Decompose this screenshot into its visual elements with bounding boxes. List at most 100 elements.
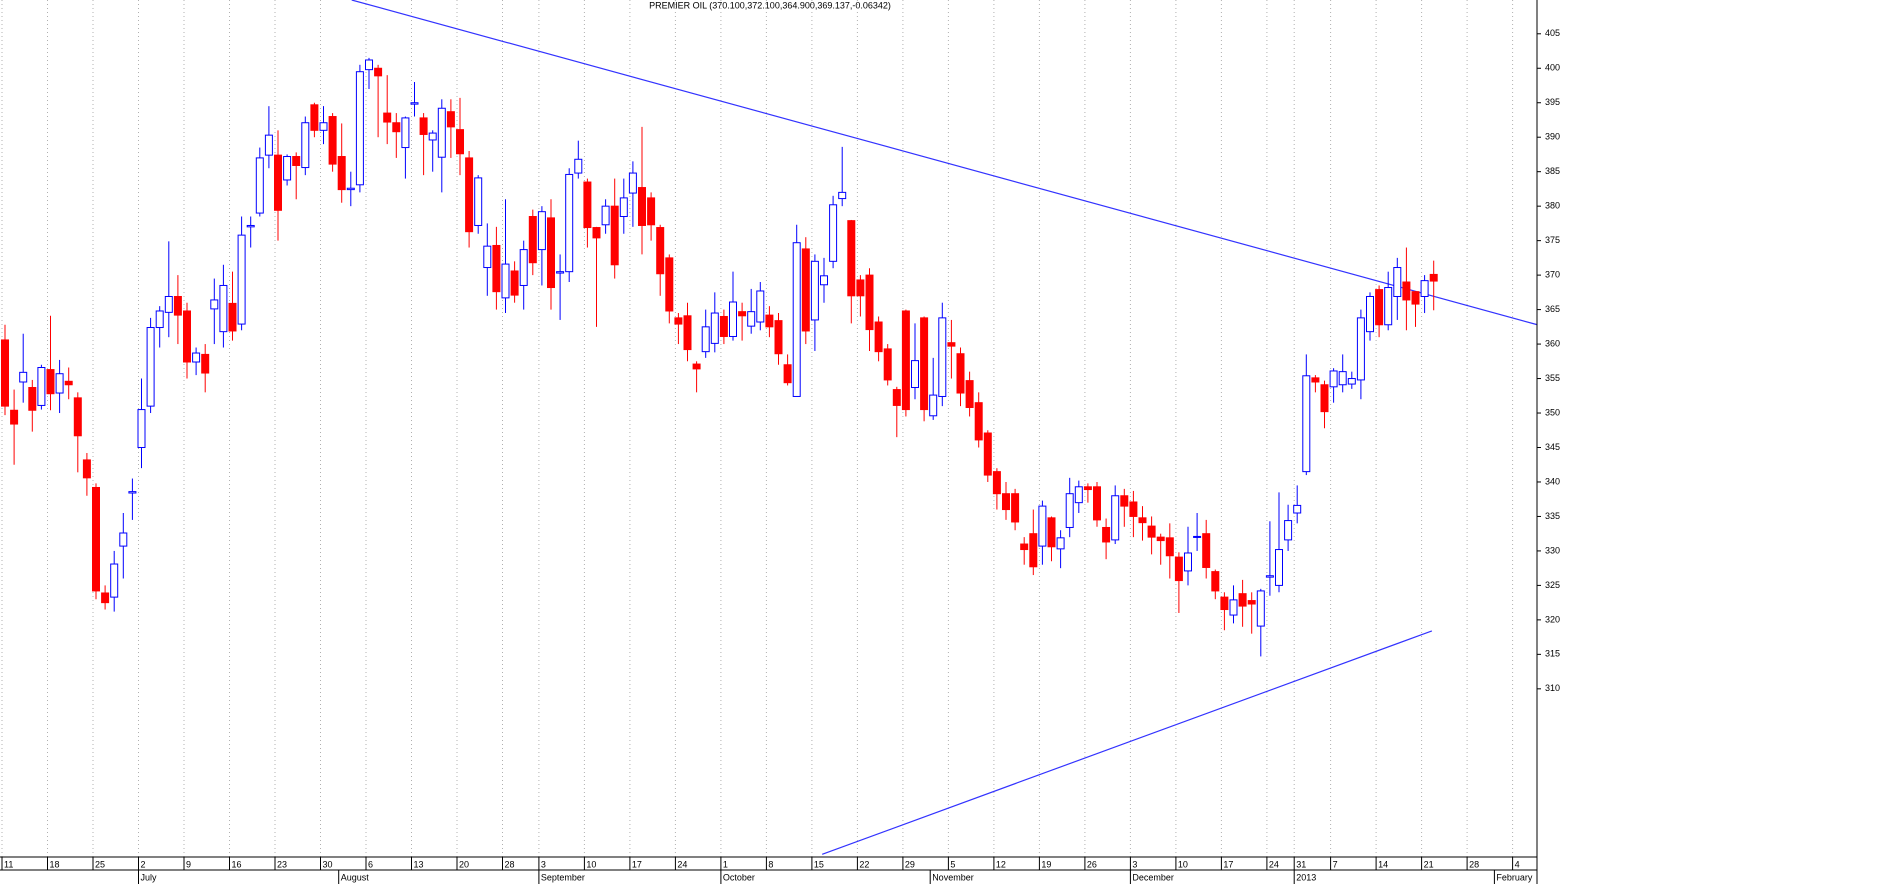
x-tick-label: 8 (768, 859, 773, 869)
candle-body (829, 204, 838, 262)
candle-body (1275, 549, 1283, 586)
x-tick-label: 10 (586, 859, 596, 869)
candle-body (592, 227, 601, 239)
candle-body (146, 327, 155, 407)
candle-body (1156, 536, 1165, 542)
candle-body (1284, 520, 1293, 541)
x-tick-label: 12 (996, 859, 1006, 869)
candle-body (292, 156, 301, 166)
candle-body (847, 220, 856, 297)
candle-body (911, 360, 919, 389)
y-tick-label: 375 (1545, 235, 1560, 245)
candle-body (446, 111, 455, 128)
candle-body (1211, 571, 1220, 592)
candle-body (383, 112, 392, 123)
candle-body (1165, 537, 1174, 557)
month-label: December (1132, 872, 1174, 882)
candle-body (1247, 600, 1256, 605)
y-tick-label: 370 (1545, 269, 1560, 279)
candle-body (492, 244, 501, 293)
y-tick-label: 350 (1545, 407, 1560, 417)
y-tick-label: 315 (1545, 649, 1560, 659)
candle-body (574, 158, 583, 174)
candle-body (337, 156, 346, 191)
candle-body (355, 71, 364, 186)
x-tick-label: 6 (368, 859, 373, 869)
x-tick-label: 13 (414, 859, 424, 869)
candle-body (674, 317, 683, 325)
candle-body (55, 373, 64, 394)
x-tick-label: 15 (814, 859, 824, 869)
x-tick-label: 5 (950, 859, 955, 869)
candle-body (883, 348, 892, 381)
y-tick-label: 340 (1545, 476, 1560, 486)
candle-body (419, 117, 428, 135)
x-tick-label: 7 (1333, 859, 1338, 869)
candle-body (1293, 504, 1302, 514)
candle-body (137, 409, 146, 448)
candle-body (1083, 486, 1092, 491)
trendline (351, 0, 1538, 326)
candle-body (319, 122, 328, 131)
candle-body (210, 299, 219, 310)
candle-body (10, 409, 19, 425)
candle-body (164, 295, 173, 313)
candle-body (228, 302, 237, 332)
candle-body (192, 352, 201, 363)
x-tick-label: 11 (4, 859, 13, 869)
candle-body (1111, 495, 1120, 541)
candle-body (155, 310, 164, 329)
candle-body (1375, 289, 1384, 326)
candle-body (264, 134, 273, 156)
candle-body (556, 271, 565, 274)
candle-body (274, 154, 282, 211)
candle-body (483, 245, 492, 269)
candle-body (729, 301, 737, 337)
candle-body (1238, 593, 1247, 607)
candle-body (173, 295, 182, 316)
candle-body (1174, 556, 1183, 582)
x-tick-label: 2 (141, 859, 146, 869)
candle-body (710, 312, 719, 344)
candle-body (392, 122, 401, 133)
candle-body (1347, 378, 1356, 385)
candle-body (983, 432, 992, 476)
candle-body (92, 486, 100, 592)
candle-body (410, 102, 419, 105)
candle-body (37, 367, 46, 406)
candle-body (528, 216, 537, 264)
y-tick-label: 385 (1545, 166, 1560, 176)
candle-body (638, 187, 646, 226)
month-label: 2013 (1296, 872, 1316, 882)
candle-body (810, 260, 819, 321)
x-tick-label: 24 (677, 859, 687, 869)
candle-body (892, 389, 901, 406)
candle-body (474, 177, 483, 226)
candle-body (756, 290, 765, 323)
candle-body (1020, 543, 1029, 551)
candle-body (519, 249, 528, 286)
candle-body (747, 311, 756, 327)
candle-body (938, 317, 947, 397)
candle-body (974, 402, 983, 441)
candle-body (947, 342, 956, 347)
y-tick-label: 390 (1545, 132, 1560, 142)
x-tick-label: 17 (632, 859, 642, 869)
candle-body (1320, 384, 1329, 413)
candle-body (701, 326, 710, 353)
candle-body (328, 116, 337, 165)
x-tick-label: 24 (1269, 859, 1279, 869)
candle-body (219, 284, 228, 333)
month-label: February (1496, 872, 1533, 882)
candle-body (310, 104, 319, 131)
candle-body (801, 248, 810, 332)
candle-body (1093, 486, 1101, 521)
candle-body (929, 394, 938, 417)
candle-body (1038, 505, 1047, 547)
chart-title: PREMIER OIL (370.100,372.100,364.900,369… (649, 0, 891, 10)
y-tick-label: 310 (1545, 683, 1560, 693)
candle-body (1256, 590, 1265, 627)
y-tick-label: 360 (1545, 338, 1560, 348)
